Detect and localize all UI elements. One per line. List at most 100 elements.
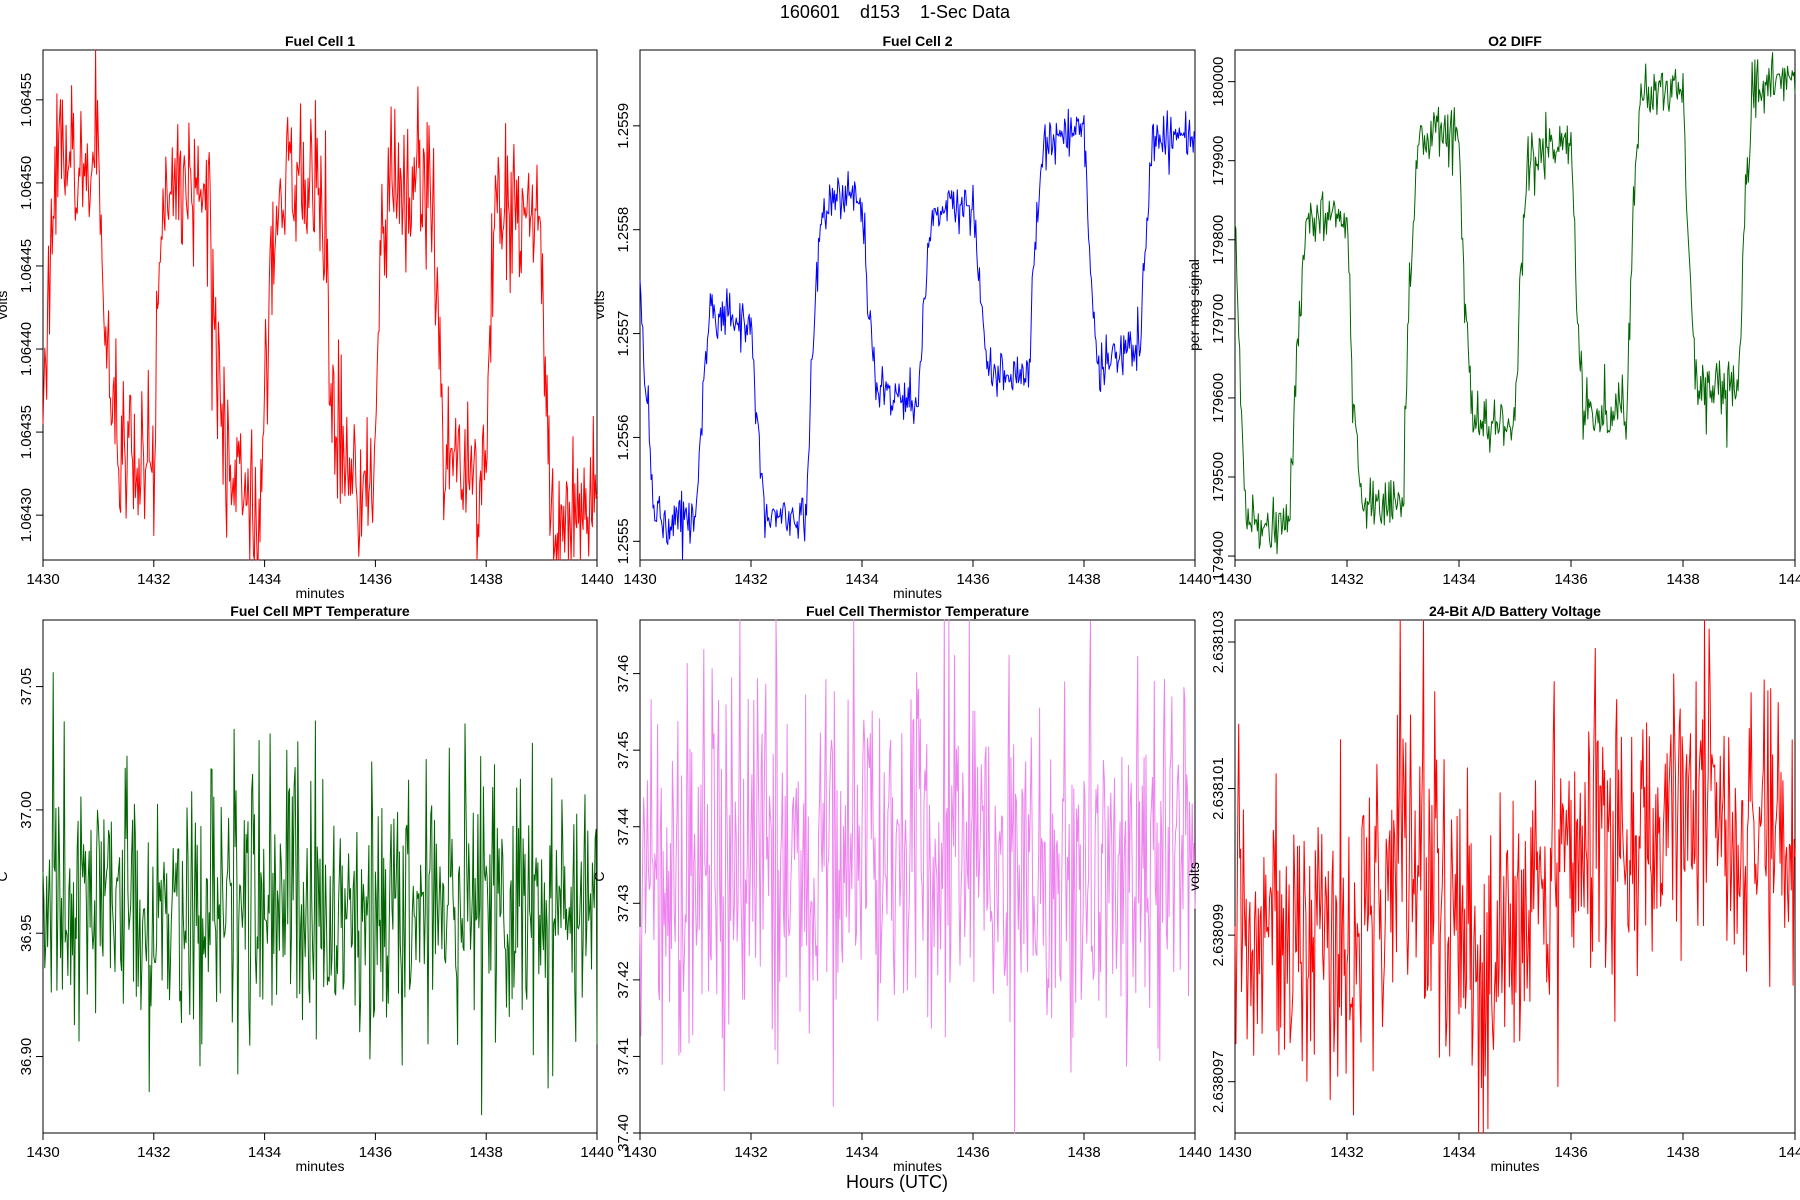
figure-bottom-label: Hours (UTC) bbox=[846, 1172, 948, 1192]
panel-title: Fuel Cell 1 bbox=[285, 33, 355, 49]
y-tick-label: 179600 bbox=[1210, 373, 1227, 423]
x-tick-label: 1434 bbox=[248, 1144, 281, 1161]
x-tick-label: 1434 bbox=[845, 1144, 878, 1161]
panel-title: O2 DIFF bbox=[1488, 33, 1542, 49]
plot-frame bbox=[1234, 49, 1796, 561]
y-tick-label: 36.95 bbox=[18, 914, 35, 952]
x-tick-label: 1434 bbox=[845, 571, 878, 588]
y-tick-label: 1.06435 bbox=[18, 405, 35, 459]
y-axis-label: volts bbox=[1186, 862, 1202, 891]
y-axis-label: volts bbox=[0, 291, 10, 320]
y-tick-label: 2.638097 bbox=[1210, 1050, 1227, 1113]
y-tick-label: 36.90 bbox=[18, 1038, 35, 1076]
x-axis-label: minutes bbox=[295, 585, 344, 601]
x-tick-label: 1436 bbox=[1554, 571, 1587, 588]
y-tick-label: 37.44 bbox=[615, 808, 632, 846]
series-line bbox=[1234, 619, 1796, 1134]
chart-panel-4: Fuel Cell MPT Temperature 1430 1432 1434 143… bbox=[0, 603, 614, 1174]
series-line bbox=[639, 108, 1196, 561]
x-tick-label: 1438 bbox=[1666, 571, 1699, 588]
y-tick-label: 179900 bbox=[1210, 136, 1227, 186]
x-tick-label: 1432 bbox=[1330, 1144, 1363, 1161]
y-tick-label: 1.06455 bbox=[18, 73, 35, 127]
y-tick-label: 37.45 bbox=[615, 731, 632, 769]
y-tick-label: 1.2558 bbox=[615, 207, 632, 253]
y-tick-label: 37.05 bbox=[18, 668, 35, 706]
x-tick-label: 1440 bbox=[1178, 571, 1211, 588]
x-tick-label: 1432 bbox=[734, 1144, 767, 1161]
y-tick-label: 1.06450 bbox=[18, 156, 35, 210]
y-tick-label: 2.638103 bbox=[1210, 611, 1227, 674]
y-tick-label: 1.2556 bbox=[615, 414, 632, 460]
y-tick-label: 1.06430 bbox=[18, 488, 35, 542]
x-tick-label: 1434 bbox=[248, 571, 281, 588]
series-line bbox=[639, 619, 1196, 1134]
x-axis-label: minutes bbox=[893, 1158, 942, 1174]
x-tick-label: 1432 bbox=[137, 571, 170, 588]
x-tick-label: 1434 bbox=[1442, 1144, 1475, 1161]
plot-frame bbox=[1234, 619, 1796, 1134]
x-tick-label: 1430 bbox=[26, 571, 59, 588]
series-line bbox=[1234, 52, 1796, 555]
x-tick-label: 1430 bbox=[623, 571, 656, 588]
x-tick-label: 1440 bbox=[1778, 1144, 1800, 1161]
x-tick-label: 1434 bbox=[1442, 571, 1475, 588]
panel-title: Fuel Cell 2 bbox=[882, 33, 952, 49]
x-tick-label: 1438 bbox=[470, 1144, 503, 1161]
y-tick-label: 180000 bbox=[1210, 57, 1227, 107]
x-tick-label: 1430 bbox=[1218, 571, 1251, 588]
chart-panel-6: 24-Bit A/D Battery Voltage 1430 1432 1434 14… bbox=[1186, 603, 1800, 1174]
y-axis-label: per meg signal bbox=[1186, 259, 1202, 351]
panel-title: Fuel Cell MPT Temperature bbox=[230, 603, 410, 619]
y-tick-label: 37.00 bbox=[18, 791, 35, 829]
x-tick-label: 1438 bbox=[1666, 1144, 1699, 1161]
x-tick-label: 1436 bbox=[1554, 1144, 1587, 1161]
y-tick-label: 1.06445 bbox=[18, 239, 35, 293]
y-tick-label: 37.41 bbox=[615, 1038, 632, 1076]
x-tick-label: 1430 bbox=[26, 1144, 59, 1161]
y-axis-label: C bbox=[591, 871, 607, 881]
x-tick-label: 1440 bbox=[1178, 1144, 1211, 1161]
x-axis-label: minutes bbox=[1490, 1158, 1539, 1174]
y-tick-label: 37.43 bbox=[615, 885, 632, 923]
y-tick-label: 179500 bbox=[1210, 452, 1227, 502]
x-tick-label: 1440 bbox=[1778, 571, 1800, 588]
y-tick-label: 1.2559 bbox=[615, 103, 632, 149]
panel-title: 24-Bit A/D Battery Voltage bbox=[1429, 603, 1601, 619]
y-tick-label: 2.638101 bbox=[1210, 757, 1227, 820]
x-tick-label: 1436 bbox=[956, 1144, 989, 1161]
x-tick-label: 1436 bbox=[359, 1144, 392, 1161]
x-tick-label: 1436 bbox=[956, 571, 989, 588]
series-line bbox=[42, 672, 598, 1116]
y-axis-label: volts bbox=[591, 291, 607, 320]
x-tick-label: 1438 bbox=[1067, 571, 1100, 588]
panel-title: Fuel Cell Thermistor Temperature bbox=[806, 603, 1029, 619]
x-axis-label: minutes bbox=[295, 1158, 344, 1174]
y-tick-label: 37.40 bbox=[615, 1114, 632, 1152]
y-tick-label: 1.06440 bbox=[18, 322, 35, 376]
chart-panel-3: O2 DIFF 1430 1432 1434 1436 1438 1440 179400 179… bbox=[1186, 33, 1800, 588]
plot-frame bbox=[42, 49, 598, 561]
y-tick-label: 179700 bbox=[1210, 294, 1227, 344]
y-tick-label: 2.638099 bbox=[1210, 904, 1227, 967]
y-axis-label: C bbox=[0, 871, 10, 881]
y-tick-label: 37.46 bbox=[615, 655, 632, 693]
x-tick-label: 1432 bbox=[734, 571, 767, 588]
y-tick-label: 1.2555 bbox=[615, 518, 632, 564]
x-tick-label: 1436 bbox=[359, 571, 392, 588]
y-tick-label: 179400 bbox=[1210, 531, 1227, 581]
y-tick-label: 37.42 bbox=[615, 961, 632, 999]
chart-panel-5: Fuel Cell Thermistor Temperature 1430 1432… bbox=[591, 603, 1212, 1174]
x-axis-label: minutes bbox=[893, 585, 942, 601]
y-tick-label: 1.2557 bbox=[615, 311, 632, 357]
chart-panel-2: Fuel Cell 2 1430 1432 1434 1436 1438 1440 1.255… bbox=[591, 33, 1212, 601]
x-tick-label: 1430 bbox=[1218, 1144, 1251, 1161]
panel-grid: Fuel Cell 1 1430 1432 1434 1436 1438 1440 1.064… bbox=[0, 33, 1800, 1174]
series-line bbox=[42, 49, 598, 561]
figure-title: 160601 d153 1-Sec Data bbox=[780, 2, 1011, 22]
x-tick-label: 1432 bbox=[1330, 571, 1363, 588]
x-tick-label: 1432 bbox=[137, 1144, 170, 1161]
x-tick-label: 1440 bbox=[580, 1144, 613, 1161]
chart-panel-1: Fuel Cell 1 1430 1432 1434 1436 1438 1440 1.064… bbox=[0, 33, 614, 601]
